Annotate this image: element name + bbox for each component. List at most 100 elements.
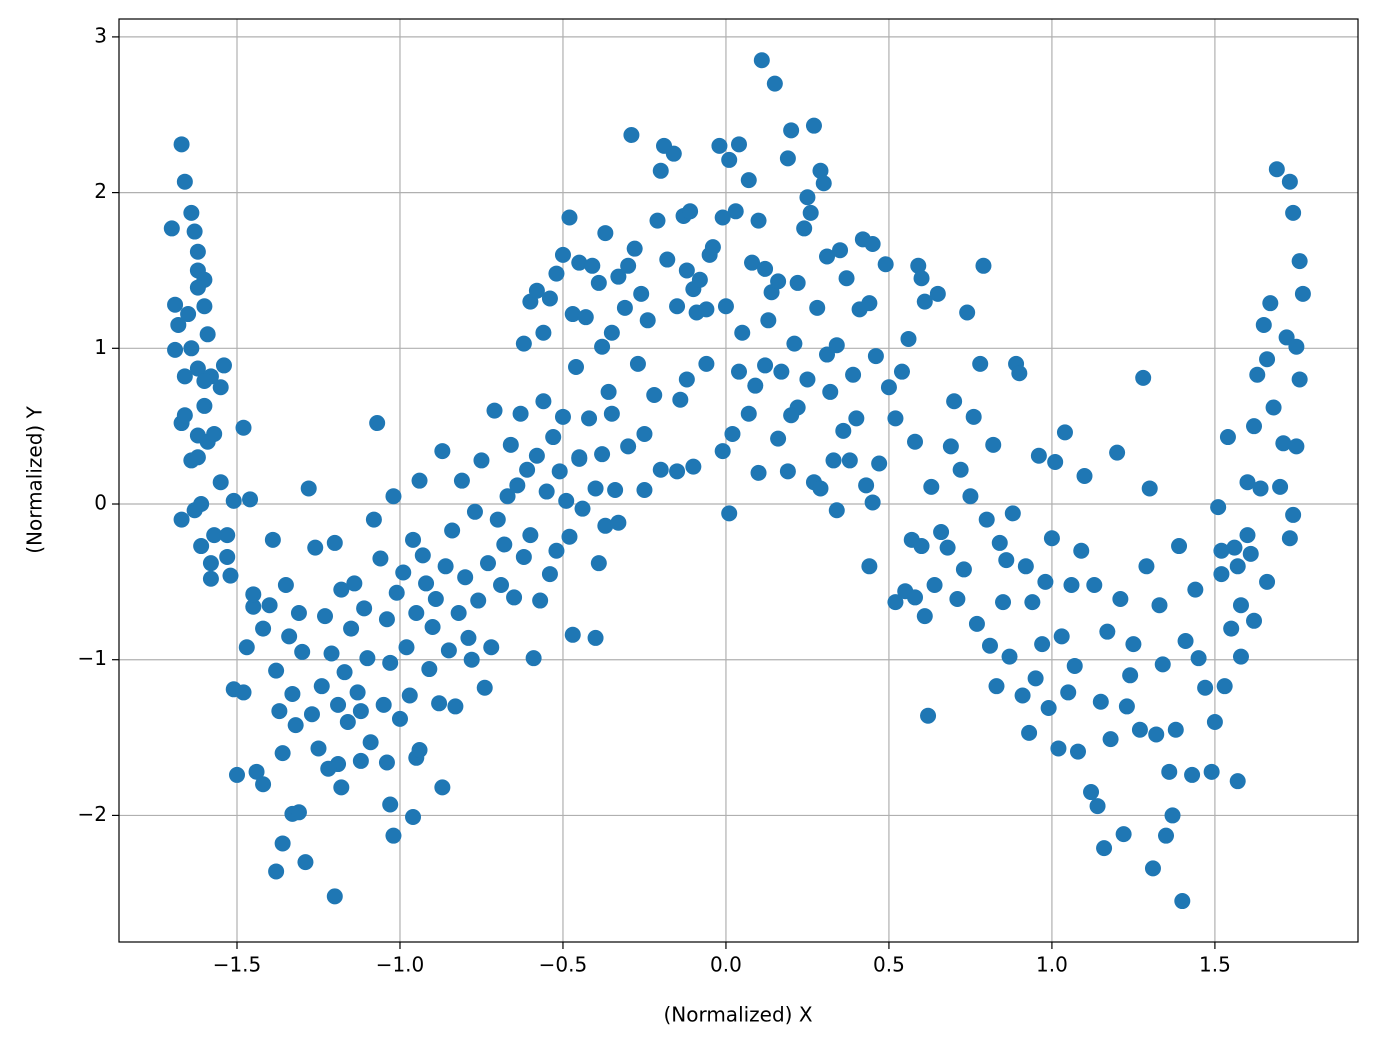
point xyxy=(1011,365,1028,382)
point xyxy=(678,262,695,279)
point xyxy=(861,295,878,312)
point xyxy=(483,639,500,656)
point xyxy=(1272,478,1289,495)
point xyxy=(1255,316,1272,333)
point xyxy=(235,684,252,701)
point xyxy=(385,827,402,844)
point xyxy=(1144,860,1161,877)
point xyxy=(812,480,829,497)
point xyxy=(998,552,1015,569)
point xyxy=(193,496,210,513)
point xyxy=(1086,576,1103,593)
point xyxy=(610,514,627,531)
point xyxy=(189,243,206,260)
point xyxy=(1089,798,1106,815)
point xyxy=(698,301,715,318)
point xyxy=(434,779,451,796)
point xyxy=(437,558,454,575)
point xyxy=(1131,721,1148,738)
point xyxy=(320,760,337,777)
point xyxy=(274,835,291,852)
point xyxy=(277,576,294,593)
point xyxy=(750,464,767,481)
point xyxy=(871,455,888,472)
point xyxy=(290,605,307,622)
point xyxy=(1073,542,1090,559)
point xyxy=(525,650,542,667)
point xyxy=(812,162,829,179)
point xyxy=(1265,399,1282,416)
point xyxy=(1229,558,1246,575)
point xyxy=(799,189,816,206)
point xyxy=(268,863,285,880)
point xyxy=(949,590,966,607)
point xyxy=(378,754,395,771)
point xyxy=(907,589,924,606)
point xyxy=(255,620,272,637)
point xyxy=(450,605,467,622)
point xyxy=(659,251,676,268)
point xyxy=(1161,763,1178,780)
point xyxy=(541,566,558,583)
point xyxy=(408,605,425,622)
point xyxy=(959,304,976,321)
point xyxy=(1262,295,1279,312)
point xyxy=(1167,721,1184,738)
x-tick-label: 1.5 xyxy=(1199,953,1231,977)
y-tick-label: 1 xyxy=(94,335,107,359)
point xyxy=(711,137,728,154)
x-tick-label: 1.0 xyxy=(1036,953,1068,977)
point xyxy=(215,357,232,374)
point xyxy=(838,270,855,287)
point xyxy=(887,410,904,427)
point xyxy=(460,629,477,646)
point xyxy=(1294,285,1311,302)
point xyxy=(176,173,193,190)
y-axis-label: (Normalized) Y xyxy=(23,405,47,553)
point xyxy=(1226,539,1243,556)
point xyxy=(734,324,751,341)
point xyxy=(493,576,510,593)
point xyxy=(499,488,516,505)
point xyxy=(163,220,180,237)
point xyxy=(985,436,1002,453)
point xyxy=(887,594,904,611)
point xyxy=(519,461,536,478)
point xyxy=(431,695,448,712)
point xyxy=(757,260,774,277)
point xyxy=(721,505,738,522)
point xyxy=(554,408,571,425)
point xyxy=(255,776,272,793)
point xyxy=(594,338,611,355)
point xyxy=(590,274,607,291)
point xyxy=(1259,573,1276,590)
point xyxy=(652,162,669,179)
point xyxy=(238,639,255,656)
point xyxy=(561,209,578,226)
point xyxy=(590,555,607,572)
point xyxy=(1239,474,1256,491)
point xyxy=(1112,590,1129,607)
point xyxy=(1268,161,1285,178)
point xyxy=(444,522,461,539)
point xyxy=(1291,253,1308,270)
point xyxy=(1083,784,1100,801)
point xyxy=(476,679,493,696)
point xyxy=(229,766,245,783)
point xyxy=(212,474,229,491)
point xyxy=(975,257,992,274)
point xyxy=(636,481,653,498)
point xyxy=(359,650,376,667)
point xyxy=(995,594,1012,611)
point xyxy=(1177,633,1194,650)
x-axis-label: (Normalized) X xyxy=(663,1003,812,1027)
point xyxy=(405,531,422,548)
point xyxy=(822,383,839,400)
point xyxy=(176,368,193,385)
point xyxy=(620,438,637,455)
point xyxy=(1148,726,1165,743)
point xyxy=(189,449,206,466)
point xyxy=(473,452,490,469)
point xyxy=(1056,424,1073,441)
point xyxy=(453,472,470,489)
